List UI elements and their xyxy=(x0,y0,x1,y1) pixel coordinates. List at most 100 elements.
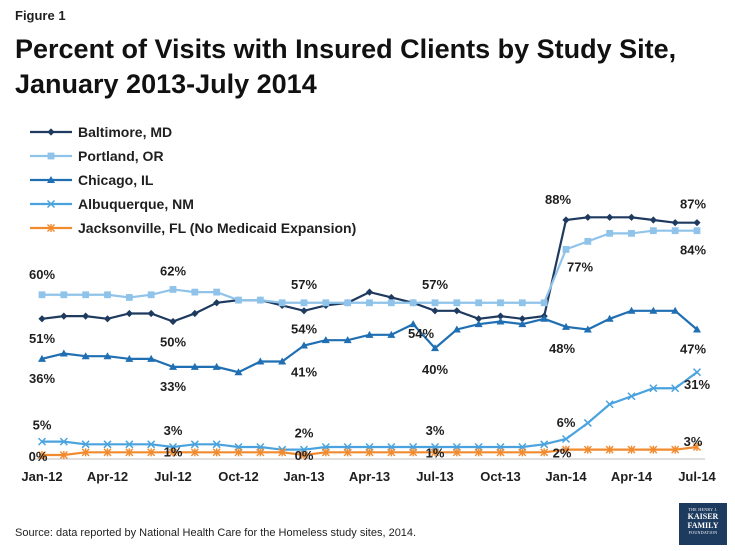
data-point-s0-12 xyxy=(300,307,308,315)
data-point-s4-21 xyxy=(496,448,505,457)
data-point-s2-2 xyxy=(81,352,90,360)
x-tick-label: Jan-12 xyxy=(21,469,62,484)
data-point-s4-30 xyxy=(693,442,701,451)
data-point-s4-5 xyxy=(147,448,156,457)
data-point-s1-16 xyxy=(387,299,395,307)
data-point-s2-23 xyxy=(540,314,549,322)
data-point-s0-7 xyxy=(191,309,199,318)
data-point-s0-24 xyxy=(562,216,570,224)
data-point-s4-25 xyxy=(583,445,592,454)
data-point-s0-22 xyxy=(518,315,526,323)
data-point-s2-4 xyxy=(125,354,134,362)
data-point-s0-1 xyxy=(60,312,68,320)
data-label: 51% xyxy=(29,331,55,346)
data-point-s4-11 xyxy=(278,448,287,457)
data-point-s2-15 xyxy=(365,330,374,338)
data-point-s3-2 xyxy=(81,440,90,449)
data-point-s2-25 xyxy=(583,325,592,333)
data-point-s2-12 xyxy=(300,341,308,349)
data-point-s4-1 xyxy=(59,451,68,459)
data-point-s1-12 xyxy=(300,299,308,307)
data-point-s3-0 xyxy=(37,437,47,446)
logo-line-2: KAISER xyxy=(687,512,719,521)
x-tick-label: Jul-13 xyxy=(416,469,454,484)
data-point-s2-27 xyxy=(627,306,636,314)
data-point-s1-20 xyxy=(475,299,483,307)
data-point-s2-26 xyxy=(605,314,614,322)
data-point-s4-18 xyxy=(431,448,439,457)
legend-label-chicago: Chicago, IL xyxy=(78,172,154,188)
data-label: 1% xyxy=(164,444,183,459)
x-tick-label: Apr-14 xyxy=(611,469,653,484)
chart-legend: Baltimore, MD Portland, OR Chicago, IL A… xyxy=(28,120,356,240)
data-point-s1-27 xyxy=(628,229,635,237)
legend-marker xyxy=(47,176,55,183)
data-point-s2-10 xyxy=(256,357,265,365)
data-point-s4-9 xyxy=(234,448,243,457)
data-point-s3-4 xyxy=(125,440,134,449)
data-point-s1-11 xyxy=(278,299,286,307)
data-point-s0-26 xyxy=(606,213,614,221)
series-line-2 xyxy=(41,309,698,374)
data-point-s2-17 xyxy=(409,320,418,328)
chart-title: Percent of Visits with Insured Clients b… xyxy=(15,34,677,99)
data-point-s2-22 xyxy=(518,320,527,328)
data-point-s4-28 xyxy=(649,445,658,454)
x-tick-label: Apr-13 xyxy=(349,469,390,484)
data-label: 41% xyxy=(291,365,317,380)
data-point-s3-29 xyxy=(671,384,680,393)
data-label: 47% xyxy=(680,341,706,356)
data-point-s2-28 xyxy=(649,306,658,314)
data-point-s4-14 xyxy=(343,448,352,457)
data-point-s1-22 xyxy=(518,299,526,307)
data-point-s4-4 xyxy=(125,448,134,457)
data-point-s0-4 xyxy=(125,309,133,318)
data-point-s4-8 xyxy=(212,448,221,457)
data-point-s1-13 xyxy=(322,299,330,307)
data-point-s0-0 xyxy=(38,315,46,323)
data-point-s2-20 xyxy=(474,320,483,328)
legend-item-baltimore: Baltimore, MD xyxy=(28,120,356,144)
legend-marker xyxy=(46,199,56,209)
data-point-s0-27 xyxy=(627,213,636,221)
source-note: Source: data reported by National Health… xyxy=(15,527,417,539)
data-point-s2-0 xyxy=(38,354,46,362)
data-point-s3-26 xyxy=(605,400,614,409)
data-point-s3-23 xyxy=(540,440,549,449)
data-label: 88% xyxy=(545,192,571,207)
data-point-s3-5 xyxy=(147,440,156,449)
data-point-s4-22 xyxy=(518,448,527,457)
data-point-s1-14 xyxy=(344,299,352,307)
logo-line-1: THE HENRY J. xyxy=(688,507,718,512)
data-point-s3-25 xyxy=(583,418,592,427)
data-point-s2-14 xyxy=(343,336,352,344)
data-label: 0% xyxy=(29,449,48,464)
data-point-s1-9 xyxy=(235,296,242,304)
data-point-s4-23 xyxy=(540,448,549,457)
legend-item-albuquerque: Albuquerque, NM xyxy=(28,192,356,216)
data-point-s3-30 xyxy=(692,368,702,377)
data-point-s4-24 xyxy=(562,445,570,454)
data-label: 3% xyxy=(426,423,445,438)
data-point-s4-20 xyxy=(474,448,483,457)
data-point-s1-10 xyxy=(256,296,264,304)
data-point-s2-21 xyxy=(496,317,505,325)
data-point-s4-0 xyxy=(38,451,46,459)
data-label: 84% xyxy=(680,243,706,258)
data-point-s0-28 xyxy=(649,216,657,224)
data-label: 50% xyxy=(160,334,186,349)
data-point-s0-6 xyxy=(169,317,177,326)
data-point-s1-17 xyxy=(409,299,417,307)
data-label: 87% xyxy=(680,197,706,212)
data-point-s1-25 xyxy=(584,237,592,245)
legend-line-portland xyxy=(30,152,72,160)
data-label: 31% xyxy=(684,377,710,392)
data-label: 3% xyxy=(684,434,703,449)
legend-line-baltimore xyxy=(30,128,72,136)
data-point-s4-2 xyxy=(81,448,90,457)
data-point-s1-1 xyxy=(60,291,68,299)
data-point-s3-27 xyxy=(627,392,636,401)
data-label: 1% xyxy=(426,445,445,460)
x-tick-label: Jul-14 xyxy=(678,469,716,484)
